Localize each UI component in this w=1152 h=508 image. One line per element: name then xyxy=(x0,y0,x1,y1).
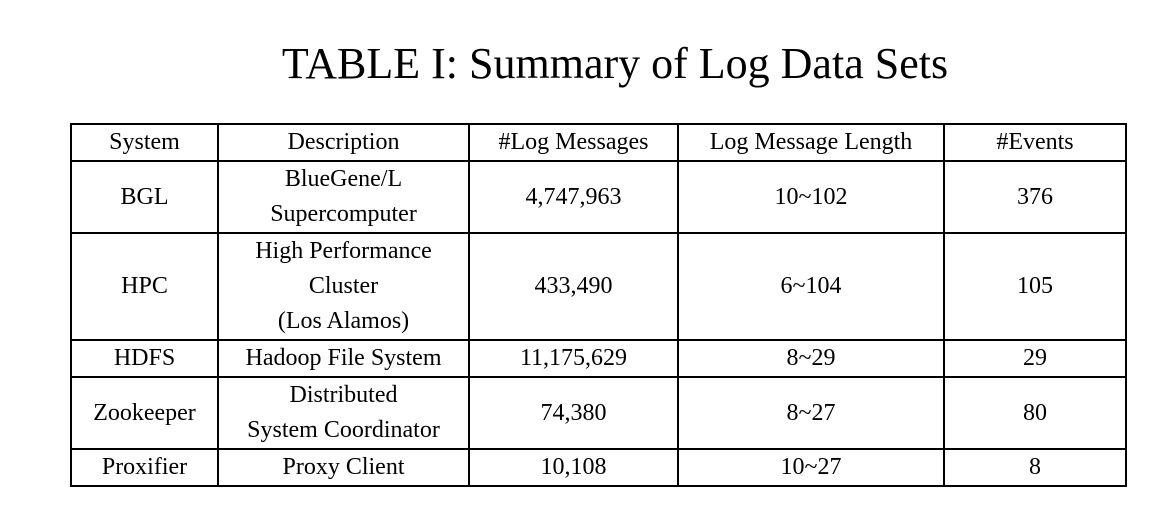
column-header-system: System xyxy=(70,123,219,162)
cell-log-message-length: 8~27 xyxy=(677,376,945,450)
description-line: Cluster xyxy=(308,273,379,299)
cell-log-message-length: 6~104 xyxy=(677,232,945,341)
table-row: HDFS Hadoop File System 11,175,629 8~29 … xyxy=(70,339,1127,378)
table-header-row: System Description #Log Messages Log Mes… xyxy=(70,123,1127,162)
cell-events: 29 xyxy=(943,339,1127,378)
description-line: (Los Alamos) xyxy=(277,308,410,334)
description-line: Proxy Client xyxy=(282,454,405,480)
cell-events: 8 xyxy=(943,448,1127,487)
cell-log-message-length: 10~27 xyxy=(677,448,945,487)
table-row: BGL BlueGene/L Supercomputer 4,747,963 1… xyxy=(70,160,1127,234)
cell-description: Proxy Client xyxy=(217,448,470,487)
log-data-sets-table: System Description #Log Messages Log Mes… xyxy=(70,123,1127,487)
column-header-log-message-length: Log Message Length xyxy=(677,123,945,162)
cell-system: Proxifier xyxy=(70,448,219,487)
description-line: Supercomputer xyxy=(270,201,417,227)
description-line: High Performance xyxy=(255,238,432,264)
cell-system: BGL xyxy=(70,160,219,234)
cell-log-message-length: 10~102 xyxy=(677,160,945,234)
cell-events: 80 xyxy=(943,376,1127,450)
cell-log-messages: 74,380 xyxy=(468,376,679,450)
table-row: HPC High Performance Cluster (Los Alamos… xyxy=(70,232,1127,341)
cell-system: HDFS xyxy=(70,339,219,378)
cell-description: BlueGene/L Supercomputer xyxy=(217,160,470,234)
cell-system: Zookeeper xyxy=(70,376,219,450)
cell-description: High Performance Cluster (Los Alamos) xyxy=(217,232,470,341)
column-header-log-messages: #Log Messages xyxy=(468,123,679,162)
table-row: Proxifier Proxy Client 10,108 10~27 8 xyxy=(70,448,1127,487)
description-line: Hadoop File System xyxy=(245,345,442,371)
cell-events: 105 xyxy=(943,232,1127,341)
cell-description: Hadoop File System xyxy=(217,339,470,378)
cell-log-messages: 11,175,629 xyxy=(468,339,679,378)
cell-log-message-length: 8~29 xyxy=(677,339,945,378)
cell-system: HPC xyxy=(70,232,219,341)
column-header-events: #Events xyxy=(943,123,1127,162)
cell-events: 376 xyxy=(943,160,1127,234)
cell-description: Distributed System Coordinator xyxy=(217,376,470,450)
description-line: Distributed xyxy=(289,382,398,408)
description-line: System Coordinator xyxy=(247,417,440,443)
table-row: Zookeeper Distributed System Coordinator… xyxy=(70,376,1127,450)
cell-log-messages: 10,108 xyxy=(468,448,679,487)
description-line: BlueGene/L xyxy=(284,166,403,192)
cell-log-messages: 433,490 xyxy=(468,232,679,341)
column-header-description: Description xyxy=(217,123,470,162)
cell-log-messages: 4,747,963 xyxy=(468,160,679,234)
table-caption: TABLE I: Summary of Log Data Sets xyxy=(281,39,949,88)
